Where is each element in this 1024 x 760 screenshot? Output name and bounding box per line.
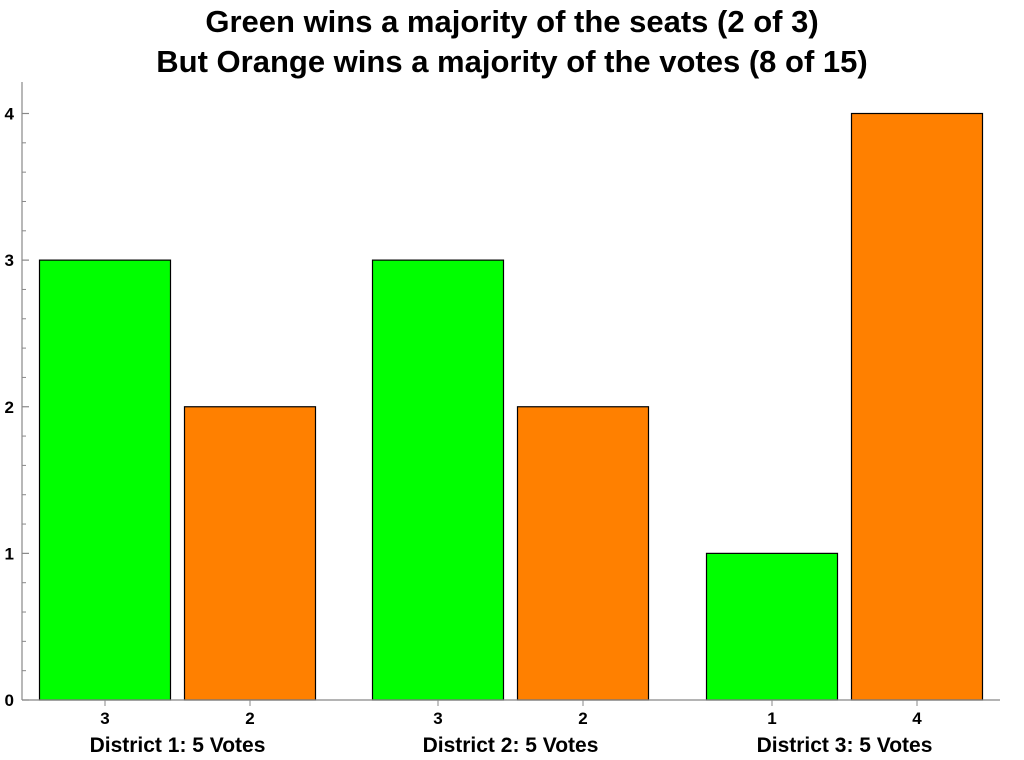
bar-district-3-green bbox=[705, 552, 839, 701]
bar-district-2-green bbox=[371, 259, 505, 701]
bar-value-label: 4 bbox=[912, 709, 922, 728]
y-tick-label: 1 bbox=[5, 544, 14, 563]
chart-title: Green wins a majority of the seats (2 of… bbox=[0, 2, 1024, 82]
bar-value-label: 3 bbox=[433, 709, 442, 728]
district-label: District 3: 5 Votes bbox=[757, 734, 933, 757]
bar-district-1-green bbox=[38, 259, 172, 701]
district-label: District 2: 5 Votes bbox=[423, 734, 599, 757]
y-tick-label: 0 bbox=[5, 691, 14, 710]
chart-title-line-1: Green wins a majority of the seats (2 of… bbox=[205, 4, 819, 39]
bar-value-label: 3 bbox=[100, 709, 109, 728]
chart-title-line-2: But Orange wins a majority of the votes … bbox=[156, 44, 868, 79]
bar-district-1-orange bbox=[183, 406, 317, 701]
bar-value-label: 2 bbox=[245, 709, 254, 728]
district-label: District 1: 5 Votes bbox=[90, 734, 266, 757]
bar-district-2-orange bbox=[516, 406, 650, 701]
y-tick-label: 2 bbox=[5, 398, 14, 417]
y-tick-label: 3 bbox=[5, 251, 14, 270]
bar-value-label: 2 bbox=[578, 709, 587, 728]
y-tick-label: 4 bbox=[5, 105, 15, 124]
bar-district-3-orange bbox=[850, 112, 984, 701]
bar-value-label: 1 bbox=[767, 709, 776, 728]
